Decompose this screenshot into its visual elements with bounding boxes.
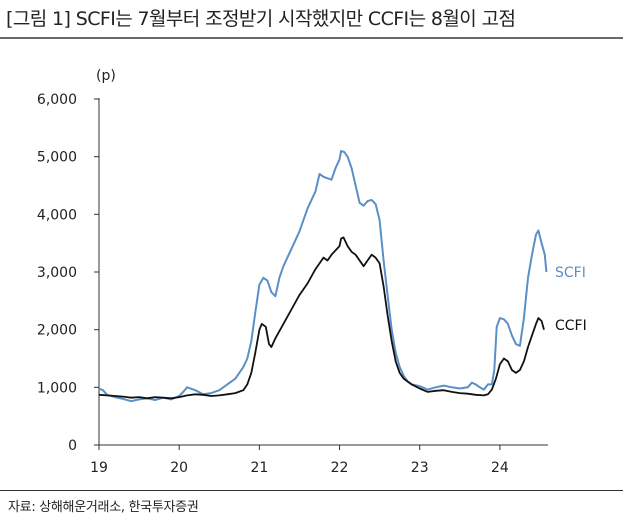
y-tick-label: 1,000 — [37, 380, 77, 396]
x-tick-label: 22 — [331, 460, 349, 476]
y-tick-label: 3,000 — [37, 265, 77, 281]
line-chart: (p) 0 1,000 2,000 3,000 4,000 5,000 6,000 19 20… — [37, 68, 587, 476]
x-tick-label: 19 — [90, 460, 108, 476]
y-axis-ticks: 0 1,000 2,000 3,000 4,000 5,000 6,000 — [37, 92, 99, 454]
y-tick-label: 2,000 — [37, 323, 77, 339]
x-axis-ticks: 19 20 21 22 23 24 — [90, 445, 509, 476]
y-tick-label: 5,000 — [37, 150, 77, 166]
series-label-ccfi: CCFI — [555, 318, 587, 334]
series-line-scfi — [98, 149, 548, 403]
chart-title: [그림 1] SCFI는 7월부터 조정받기 시작했지만 CCFI는 8월이 고… — [6, 8, 516, 30]
x-tick-label: 23 — [411, 460, 429, 476]
source-note: 자료: 상해해운거래소, 한국투자증권 — [8, 500, 199, 515]
series-line-ccfi — [98, 236, 545, 400]
footer-divider — [0, 490, 623, 491]
y-tick-label: 4,000 — [37, 207, 77, 223]
x-tick-label: 20 — [170, 460, 188, 476]
y-axis-unit-label: (p) — [96, 68, 116, 84]
title-divider — [0, 37, 623, 39]
x-tick-label: 21 — [250, 460, 268, 476]
y-tick-label: 0 — [68, 438, 77, 454]
y-tick-label: 6,000 — [37, 92, 77, 108]
x-tick-label: 24 — [491, 460, 509, 476]
series-label-scfi: SCFI — [555, 265, 586, 281]
series-lines — [98, 149, 548, 403]
